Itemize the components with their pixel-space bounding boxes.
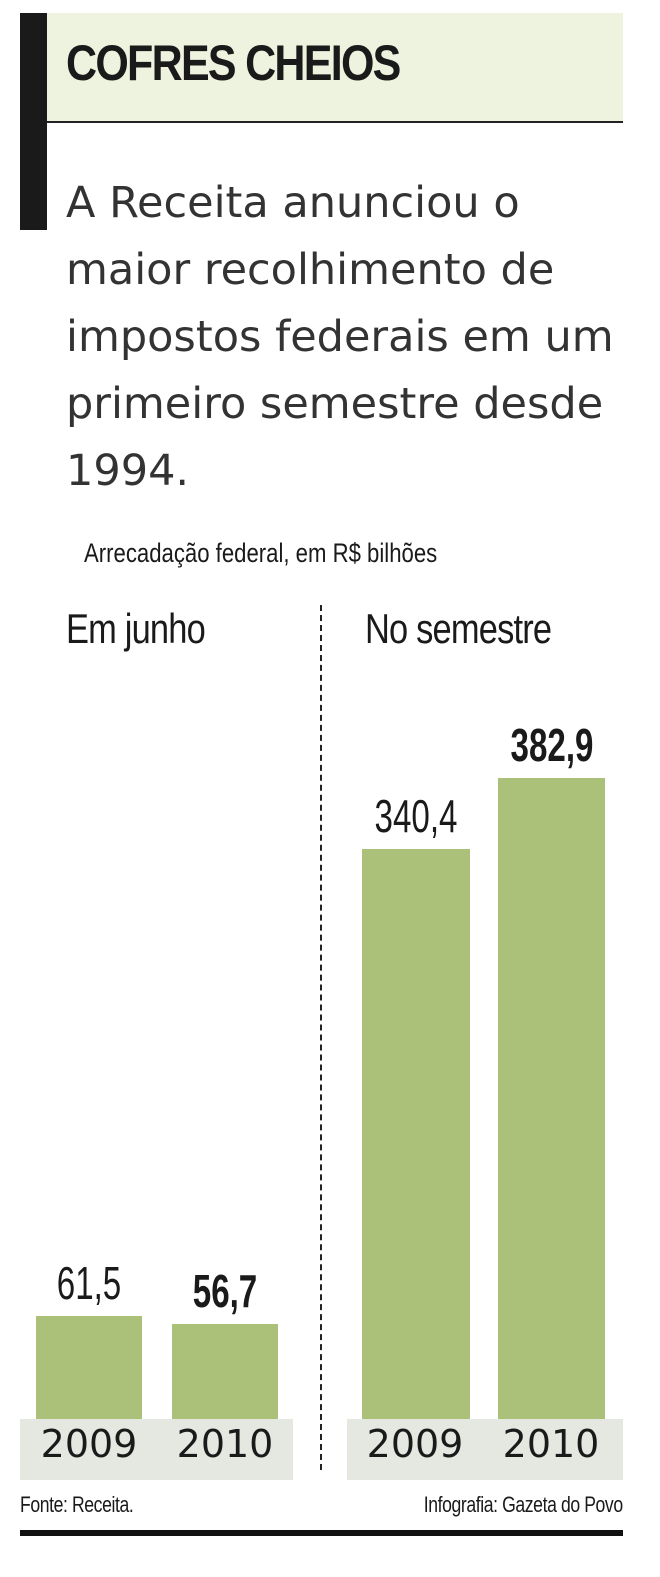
value-label: 56,7 <box>192 1265 258 1318</box>
year-tick-label: 2009 <box>40 1422 138 1466</box>
bar-semester-2010 <box>498 777 605 1419</box>
year-tick-label: 2010 <box>502 1422 600 1466</box>
title-band <box>47 13 623 123</box>
year-tick-label: 2010 <box>176 1422 274 1466</box>
panel-title-semester: No semestre <box>365 605 552 652</box>
axis-band-june <box>20 1419 293 1480</box>
credit-note: Infografia: Gazeta do Povo <box>424 1492 623 1517</box>
source-note: Fonte: Receita. <box>20 1492 134 1517</box>
value-label: 61,5 <box>56 1256 122 1309</box>
bar-june-2009 <box>36 1315 142 1419</box>
axis-band-semester <box>347 1419 623 1480</box>
lede-text: A Receita anunciou o maior recolhimento … <box>66 178 614 496</box>
value-label: 340,4 <box>374 789 458 842</box>
accent-bar <box>20 13 47 230</box>
panel-divider <box>320 605 322 1470</box>
bar-june-2010 <box>172 1324 278 1419</box>
year-tick-label: 2009 <box>366 1422 464 1466</box>
bottom-rule <box>20 1530 623 1536</box>
panel-title-june: Em junho <box>66 605 206 652</box>
value-label: 382,9 <box>510 718 593 771</box>
bar-semester-2009 <box>362 848 470 1419</box>
chart-subtitle: Arrecadação federal, em R$ bilhões <box>84 538 438 568</box>
chart-title: COFRES CHEIOS <box>66 35 401 91</box>
